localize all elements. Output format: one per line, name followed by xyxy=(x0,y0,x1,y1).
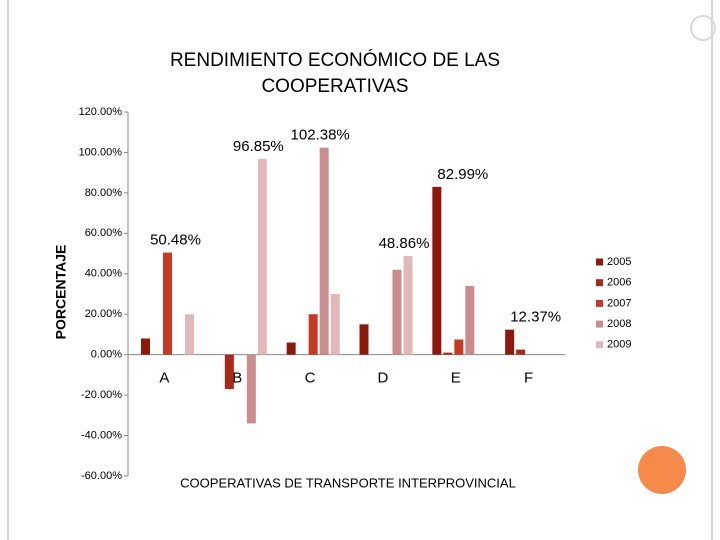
bar xyxy=(516,349,526,355)
y-tick-label: 100.00% xyxy=(79,146,123,158)
bar xyxy=(224,354,234,390)
legend-label: 2005 xyxy=(607,256,631,268)
legend-label: 2006 xyxy=(607,277,631,289)
bar xyxy=(465,285,475,355)
decoration xyxy=(638,446,686,494)
legend-swatch xyxy=(596,279,603,287)
y-tick-label: 120.00% xyxy=(79,106,123,118)
legend-swatch xyxy=(596,258,603,266)
bar xyxy=(359,324,369,355)
legend-swatch xyxy=(596,320,603,328)
y-tick-label: -60.00% xyxy=(81,470,122,482)
data-label: 96.85% xyxy=(233,138,284,155)
legend-label: 2007 xyxy=(607,297,631,309)
y-tick-label: 0.00% xyxy=(91,349,122,361)
x-tick-label: C xyxy=(305,370,316,387)
legend-label: 2009 xyxy=(607,339,631,351)
data-label: 50.48% xyxy=(150,232,201,249)
bar xyxy=(392,269,402,355)
x-tick-label: F xyxy=(524,370,533,387)
y-tick-label: 80.00% xyxy=(85,187,123,199)
bar xyxy=(505,329,515,355)
bar xyxy=(330,294,340,355)
legend-swatch xyxy=(596,341,603,349)
y-tick-label: 60.00% xyxy=(85,227,123,239)
x-tick-label: E xyxy=(451,370,461,387)
chart-title: RENDIMIENTO ECONÓMICO DE LAS COOPERATIVA… xyxy=(169,50,501,97)
bar xyxy=(432,186,442,355)
legend-swatch xyxy=(596,299,603,307)
bar xyxy=(308,314,318,355)
data-label: 48.86% xyxy=(379,235,430,252)
bar xyxy=(286,342,296,355)
bar xyxy=(257,158,267,355)
y-tick-label: 20.00% xyxy=(85,308,123,320)
bar xyxy=(141,338,150,355)
data-label: 12.37% xyxy=(510,309,561,326)
y-tick-label: -20.00% xyxy=(81,389,122,401)
bar xyxy=(163,252,172,355)
y-tick-label: 40.00% xyxy=(85,268,123,280)
x-axis-title: COOPERATIVAS DE TRANSPORTE INTERPROVINCI… xyxy=(180,475,516,490)
bar xyxy=(443,352,453,355)
x-tick-label: B xyxy=(232,370,242,387)
y-axis-title: PORCENTAJE xyxy=(53,245,69,340)
legend-label: 2008 xyxy=(607,318,631,330)
bar xyxy=(403,255,413,355)
bar xyxy=(246,354,256,424)
decoration xyxy=(690,15,716,41)
bar xyxy=(454,339,464,355)
data-label: 82.99% xyxy=(437,166,488,183)
x-tick-label: A xyxy=(159,370,169,387)
bar xyxy=(185,314,194,355)
y-tick-label: -40.00% xyxy=(81,429,122,441)
x-tick-label: D xyxy=(377,370,388,387)
bar xyxy=(319,147,329,355)
data-label: 102.38% xyxy=(291,127,350,144)
